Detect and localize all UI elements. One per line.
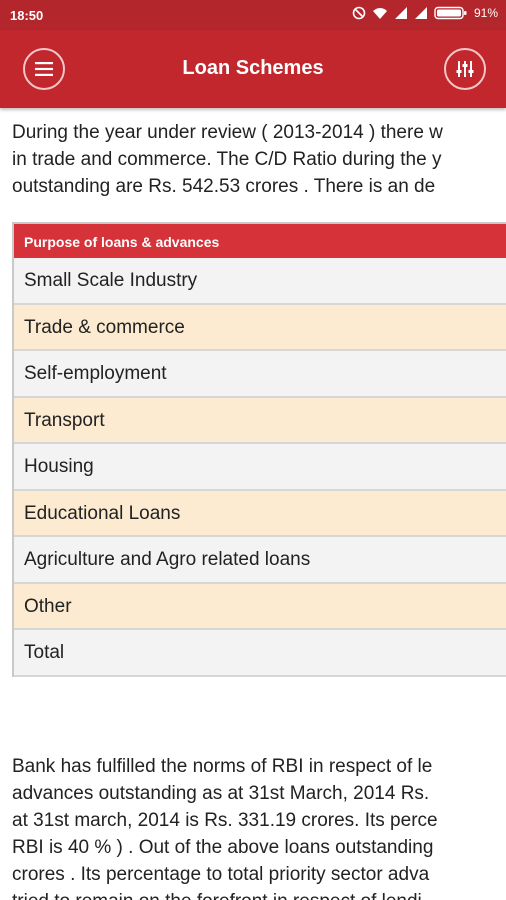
page-title: Loan Schemes [182,57,324,79]
paragraph-line: advances outstanding as at 31st March, 2… [12,783,430,804]
intro-paragraph: During the year under review ( 2013-2014… [12,119,506,200]
do-not-disturb-icon [352,6,366,20]
filter-button[interactable] [444,48,486,90]
paragraph-line: in trade and commerce. The C/D Ratio dur… [12,149,442,170]
table-header: Purpose of loans & advances [14,222,506,258]
status-bar: 18:50 91% [0,0,506,30]
table-row: Self-employment [14,351,506,398]
content-area[interactable]: During the year under review ( 2013-2014… [0,108,506,900]
second-paragraph: Bank has fulfilled the norms of RBI in r… [12,753,506,900]
table-row: Agriculture and Agro related loans [14,537,506,584]
app-bar: Loan Schemes [0,30,506,108]
paragraph-line: tried to remain on the forefront in resp… [12,888,506,900]
battery-percentage: 91% [473,6,498,20]
loan-purpose-table: Purpose of loans & advances Small Scale … [12,222,506,677]
paragraph-line: crores . Its percentage to total priorit… [12,864,430,885]
table-row: Housing [14,444,506,491]
menu-button[interactable] [23,48,65,90]
filter-icon [456,61,474,77]
paragraph-line: During the year under review ( 2013-2014… [12,122,443,143]
paragraph-line: at 31st march, 2014 is Rs. 331.19 crores… [12,810,438,831]
battery-icon [434,6,467,20]
status-icons: 91% [352,6,498,20]
status-time: 18:50 [10,8,44,23]
table-row: Total [14,630,506,677]
table-row: Educational Loans [14,490,506,537]
wifi-icon [372,8,387,19]
table-row: Trade & commerce [14,304,506,351]
table-row: Small Scale Industry [14,258,506,305]
signal-icon [414,7,427,19]
paragraph-line: outstanding are Rs. 542.53 crores . Ther… [12,176,436,197]
signal-icon [394,7,407,19]
menu-icon [35,62,53,76]
table-row: Transport [14,397,506,444]
table-row: Other [14,583,506,630]
paragraph-line: Bank has fulfilled the norms of RBI in r… [12,756,433,777]
paragraph-line: RBI is 40 % ) . Out of the above loans o… [12,837,434,858]
